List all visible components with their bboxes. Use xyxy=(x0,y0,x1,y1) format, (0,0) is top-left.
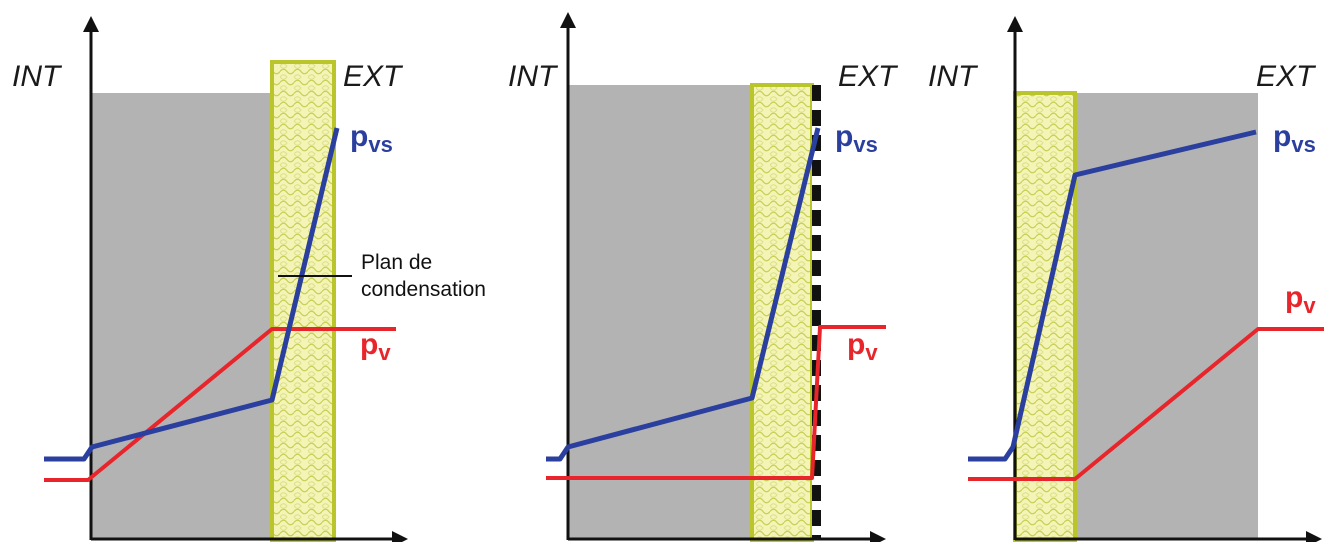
int-label: INT xyxy=(508,60,559,93)
saturation-pressure-curve xyxy=(968,129,1257,462)
wall-layer xyxy=(568,85,752,540)
wall-layer xyxy=(1075,93,1258,540)
panel-1: INT EXT Plan de condensation pvs pv xyxy=(12,16,486,542)
x-axis-arrow xyxy=(1306,531,1322,542)
y-axis-arrow xyxy=(560,12,576,28)
pvs-label: pvs xyxy=(350,120,393,157)
vapor-pressure-curve xyxy=(546,325,886,480)
ext-label: EXT xyxy=(343,60,404,93)
y-axis-arrow xyxy=(1007,16,1023,32)
vapor-pressure-curve xyxy=(44,327,396,482)
panel-3: INT EXT pvs pv xyxy=(928,16,1324,542)
pv-label: pv xyxy=(847,328,878,365)
saturation-pressure-curve xyxy=(546,127,821,462)
x-axis-arrow xyxy=(870,531,886,542)
pv-label: pv xyxy=(1285,281,1316,318)
insulation-layer xyxy=(750,83,814,542)
ext-label: EXT xyxy=(1256,60,1317,93)
wall-layer xyxy=(91,93,272,540)
x-axis-arrow xyxy=(392,531,408,542)
vapor-pressure-curve xyxy=(968,327,1324,481)
pvs-label: pvs xyxy=(835,120,878,157)
int-label: INT xyxy=(12,60,63,93)
ext-label: EXT xyxy=(838,60,899,93)
pv-label: pv xyxy=(360,328,391,365)
y-axis-arrow xyxy=(83,16,99,32)
panel-2: INT EXT pvs pv xyxy=(508,12,899,542)
insulation-layer xyxy=(270,60,336,542)
saturation-pressure-curve xyxy=(44,127,340,462)
condensation-label-line1: Plan de xyxy=(361,251,432,274)
condensation-label-line2: condensation xyxy=(361,278,486,301)
pvs-label: pvs xyxy=(1273,120,1316,157)
int-label: INT xyxy=(928,60,979,93)
